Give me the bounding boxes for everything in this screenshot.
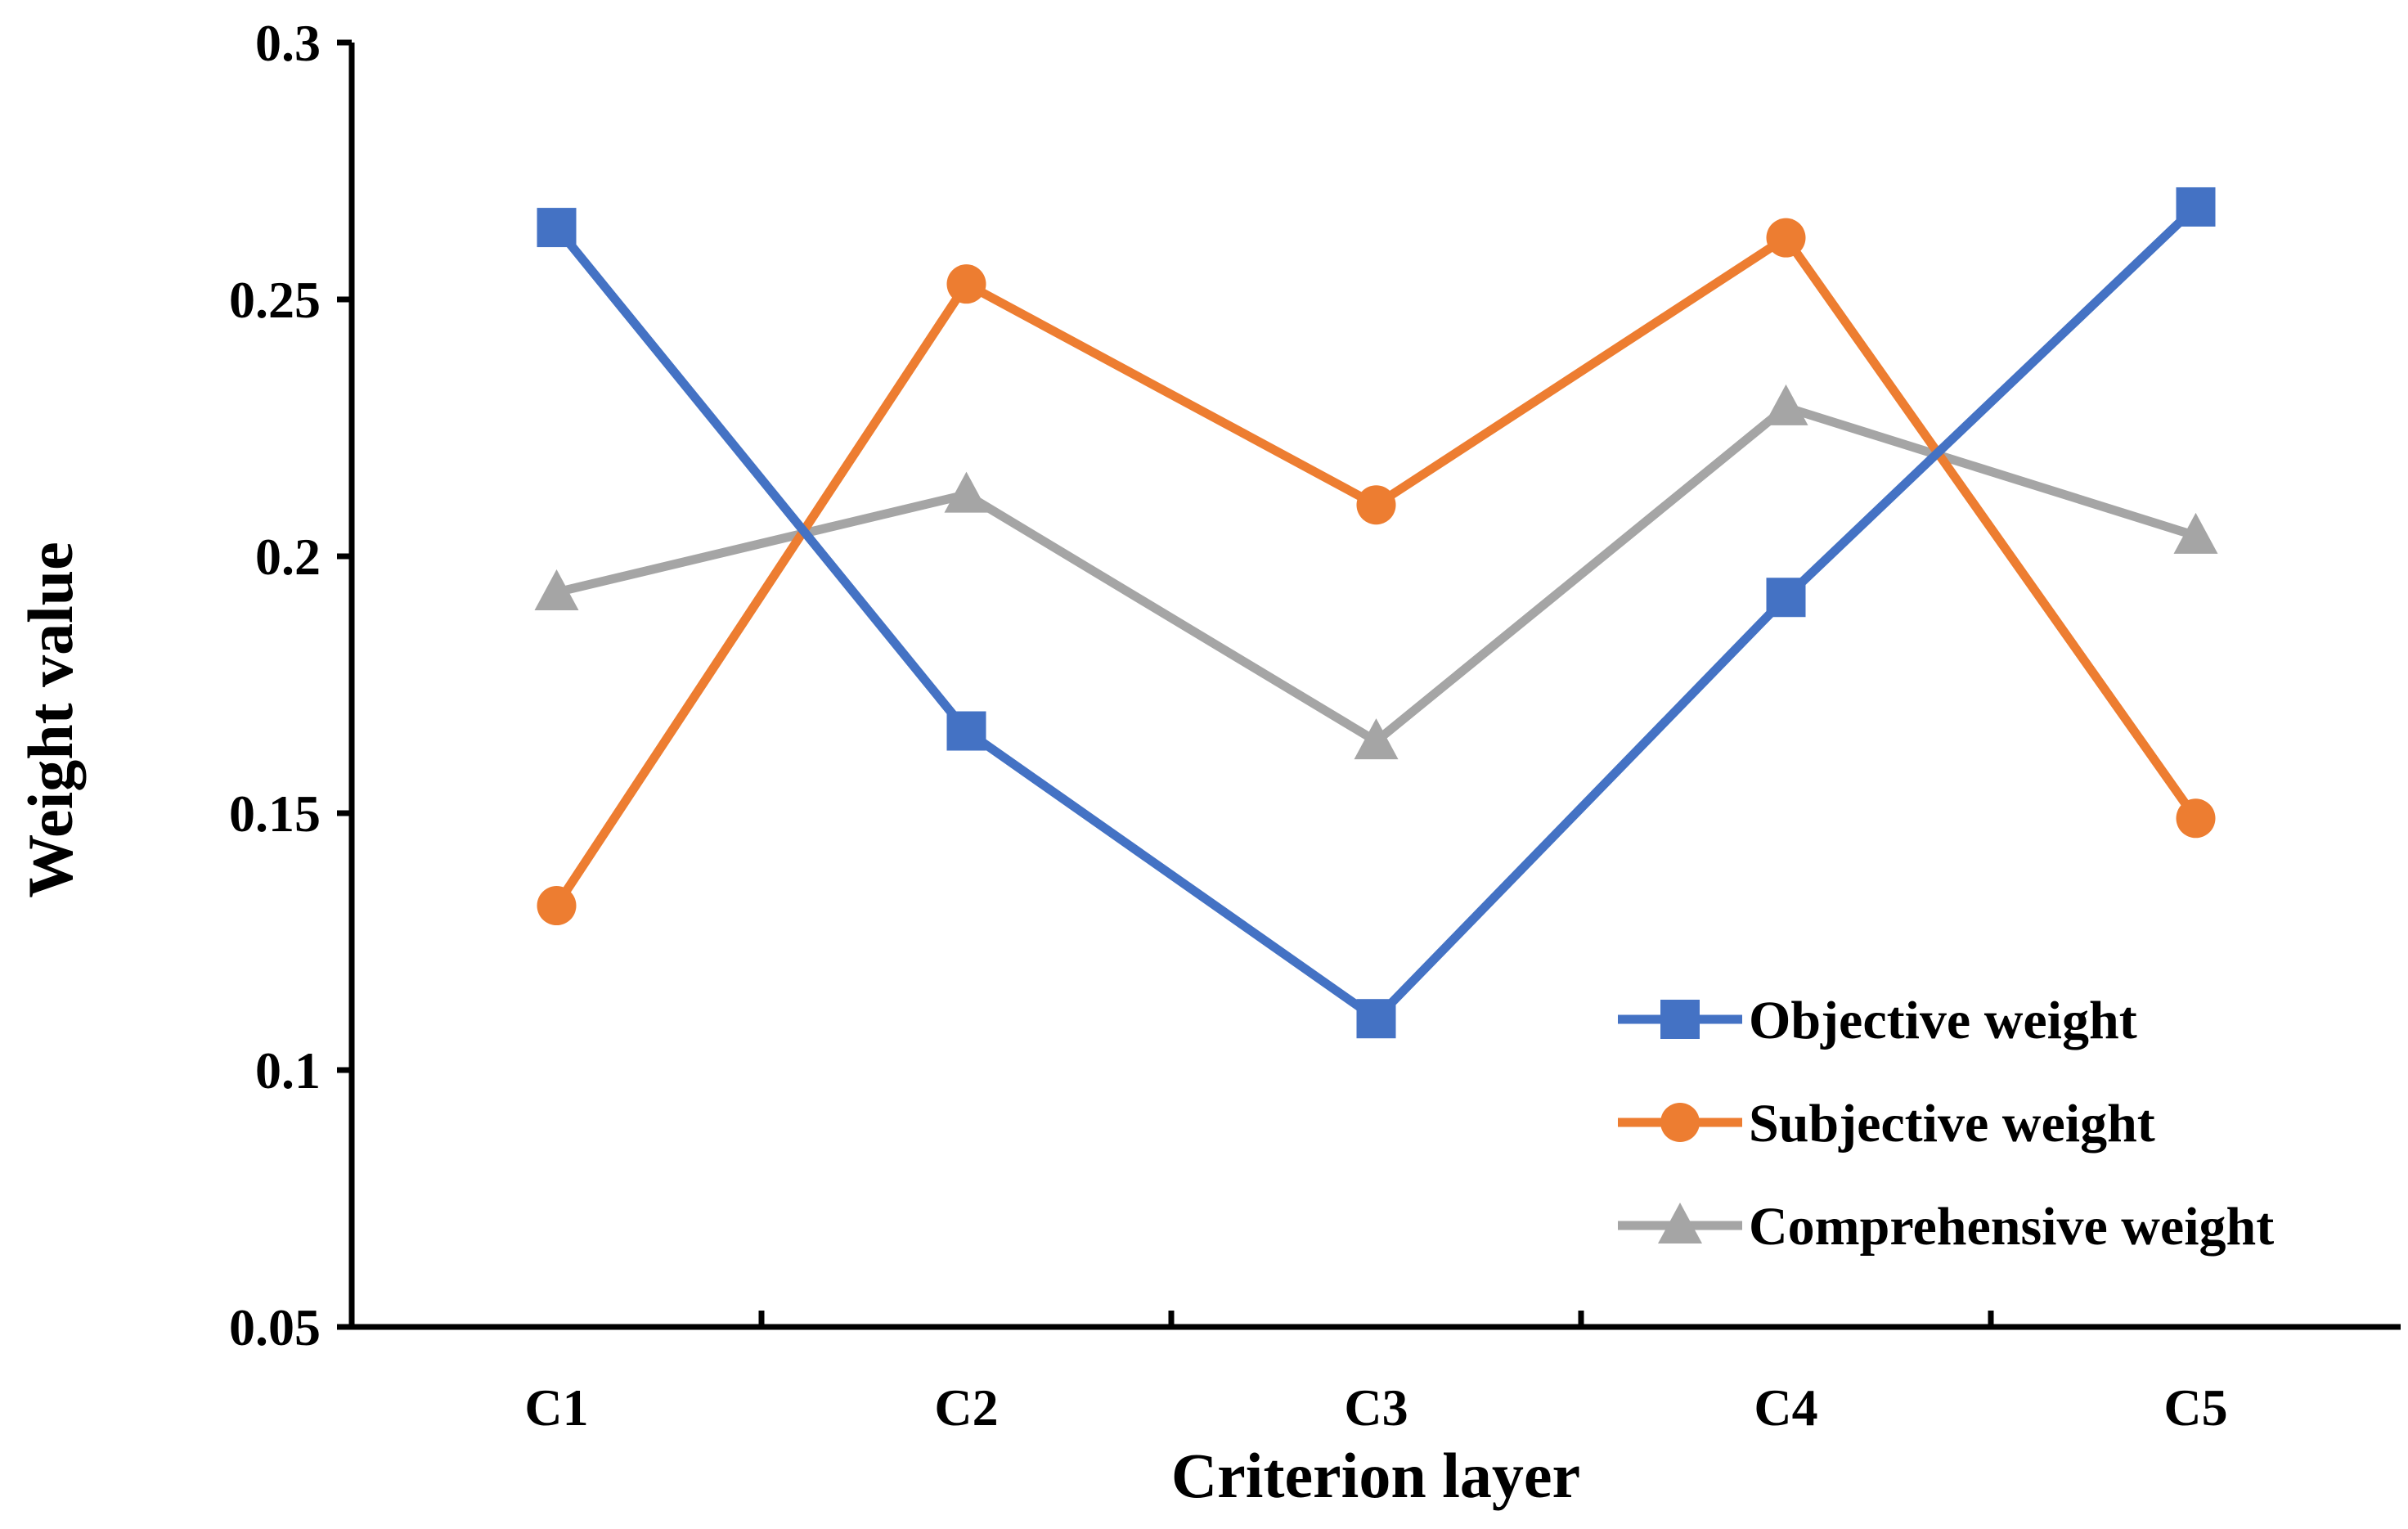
x-axis-title: Criterion layer xyxy=(1171,1440,1580,1511)
legend-label: Comprehensive weight xyxy=(1749,1197,2274,1257)
x-tick-label: C5 xyxy=(2163,1378,2227,1437)
y-tick-label: 0.15 xyxy=(229,785,321,843)
series-line-comprehensive-weight xyxy=(552,402,2200,746)
y-ticks: 0.05 0.1 0.15 0.2 0.25 0.3 xyxy=(229,14,352,1356)
data-point-comprehensive-weight xyxy=(1763,384,1808,425)
x-tick-label: C2 xyxy=(934,1378,998,1437)
y-tick-label: 0.1 xyxy=(255,1041,321,1100)
series-line-subjective-weight xyxy=(552,233,2200,911)
data-point-subjective-weight xyxy=(946,264,986,304)
y-tick-label: 0.3 xyxy=(255,14,321,72)
legend-label: Subjective weight xyxy=(1749,1094,2155,1153)
legend-item-subjective-weight: Subjective weight xyxy=(1618,1094,2155,1153)
legend-label: Objective weight xyxy=(1749,991,2137,1050)
data-point-objective-weight xyxy=(1356,999,1396,1039)
x-tick-label: C3 xyxy=(1344,1378,1408,1437)
series-layer xyxy=(534,187,2218,1039)
series-line-objective-weight xyxy=(552,202,2200,1023)
legend-marker xyxy=(1660,1000,1700,1039)
axes: 0.05 0.1 0.15 0.2 0.25 0.3 C1 C2 C3 C4 C5 xyxy=(229,14,2401,1437)
data-point-comprehensive-weight xyxy=(944,471,989,513)
series-comprehensive-weight xyxy=(534,384,2218,760)
x-tick-label: C4 xyxy=(1754,1378,1817,1437)
data-point-subjective-weight xyxy=(1356,485,1396,525)
legend-item-objective-weight: Objective weight xyxy=(1618,991,2137,1050)
data-point-comprehensive-weight xyxy=(1354,718,1399,760)
series-subjective-weight xyxy=(537,218,2216,926)
data-point-subjective-weight xyxy=(537,886,577,926)
data-point-comprehensive-weight xyxy=(2173,512,2218,554)
data-point-subjective-weight xyxy=(1766,218,1806,258)
legend-item-comprehensive-weight: Comprehensive weight xyxy=(1618,1197,2274,1257)
data-point-subjective-weight xyxy=(2176,798,2216,839)
data-point-objective-weight xyxy=(2176,187,2216,227)
data-point-comprehensive-weight xyxy=(534,569,579,610)
x-ticks: C1 C2 C3 C4 C5 xyxy=(524,1311,2228,1437)
legend: Objective weight Subjective weight Compreh… xyxy=(1618,991,2274,1257)
x-tick-label: C1 xyxy=(524,1378,588,1437)
data-point-objective-weight xyxy=(1766,578,1806,618)
y-tick-label: 0.05 xyxy=(229,1298,321,1356)
data-point-objective-weight xyxy=(537,208,577,248)
y-axis-title: Weight value xyxy=(15,542,86,898)
data-point-objective-weight xyxy=(946,711,986,751)
legend-marker xyxy=(1658,1203,1702,1243)
series-objective-weight xyxy=(537,187,2216,1039)
y-tick-label: 0.2 xyxy=(255,528,321,586)
y-tick-label: 0.25 xyxy=(229,271,321,329)
legend-marker xyxy=(1660,1103,1700,1142)
